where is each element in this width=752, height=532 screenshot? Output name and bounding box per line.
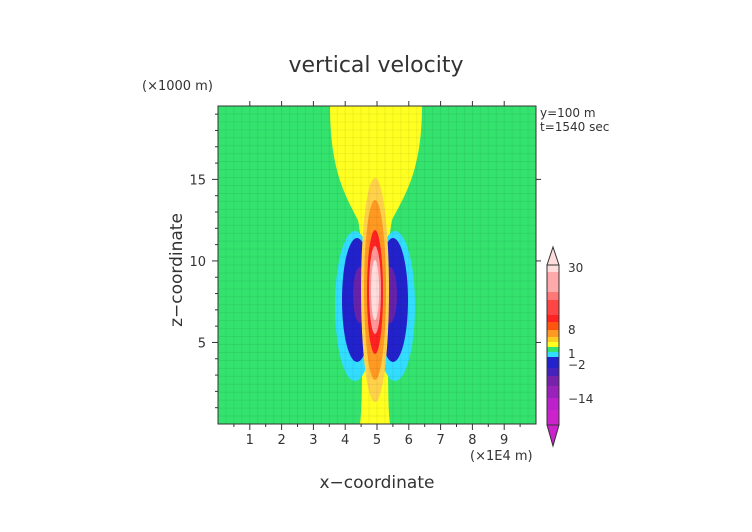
y-tick-label: 10 [189,255,206,270]
annotation-t: t=1540 sec [540,120,609,134]
colorbar-band [547,352,559,357]
x-tick-label: 4 [341,433,349,448]
colorbar-band [547,342,559,347]
x-unit-label: (×1E4 m) [470,449,533,464]
colorbar-band [547,300,559,315]
x-axis: 1 2 3 4 5 6 7 8 9 [233,101,521,448]
colorbar-band [547,357,559,368]
x-tick-label: 5 [373,433,381,448]
plot-grid [218,106,536,424]
y-axis: 5 10 15 [189,113,541,409]
y-tick-label: 5 [198,336,206,351]
colorbar-band [547,265,559,272]
colorbar-top-arrow [546,245,560,266]
colorbar-band [547,322,559,330]
x-tick-label: 6 [405,433,413,448]
colorbar-bottom-arrow [546,424,560,448]
colorbar: 30 8 1−2 −14 [546,245,593,448]
x-tick-label: 9 [500,433,508,448]
x-axis-label: x−coordinate [320,473,435,493]
y-unit-label: (×1000 m) [142,79,213,94]
colorbar-band [547,330,559,337]
colorbar-band [547,368,559,376]
colorbar-label: −14 [568,392,593,406]
colorbar-band [547,337,559,342]
colorbar-label: 30 [568,261,583,275]
x-tick-label: 2 [277,433,285,448]
colorbar-band [547,376,559,386]
velocity-field [218,106,536,424]
y-axis-label: z−coordinate [167,213,187,327]
colorbar-band [547,315,559,322]
colorbar-band [547,386,559,398]
y-tick-label: 15 [189,173,206,188]
x-tick-label: 3 [309,433,317,448]
colorbar-band [547,347,559,352]
colorbar-band [547,292,559,300]
colorbar-label: 1 [568,347,576,361]
colorbar-label: −2 [568,358,586,372]
x-tick-label: 7 [436,433,444,448]
colorbar-label: 8 [568,323,576,337]
colorbar-band [547,272,559,292]
x-tick-label: 8 [468,433,476,448]
chart-title: vertical velocity [288,53,463,78]
annotation-y: y=100 m [540,106,596,120]
colorbar-band [547,410,559,425]
x-tick-label: 1 [246,433,254,448]
updraft-peak [371,260,379,320]
colorbar-frame [546,264,560,426]
colorbar-band [547,398,559,410]
